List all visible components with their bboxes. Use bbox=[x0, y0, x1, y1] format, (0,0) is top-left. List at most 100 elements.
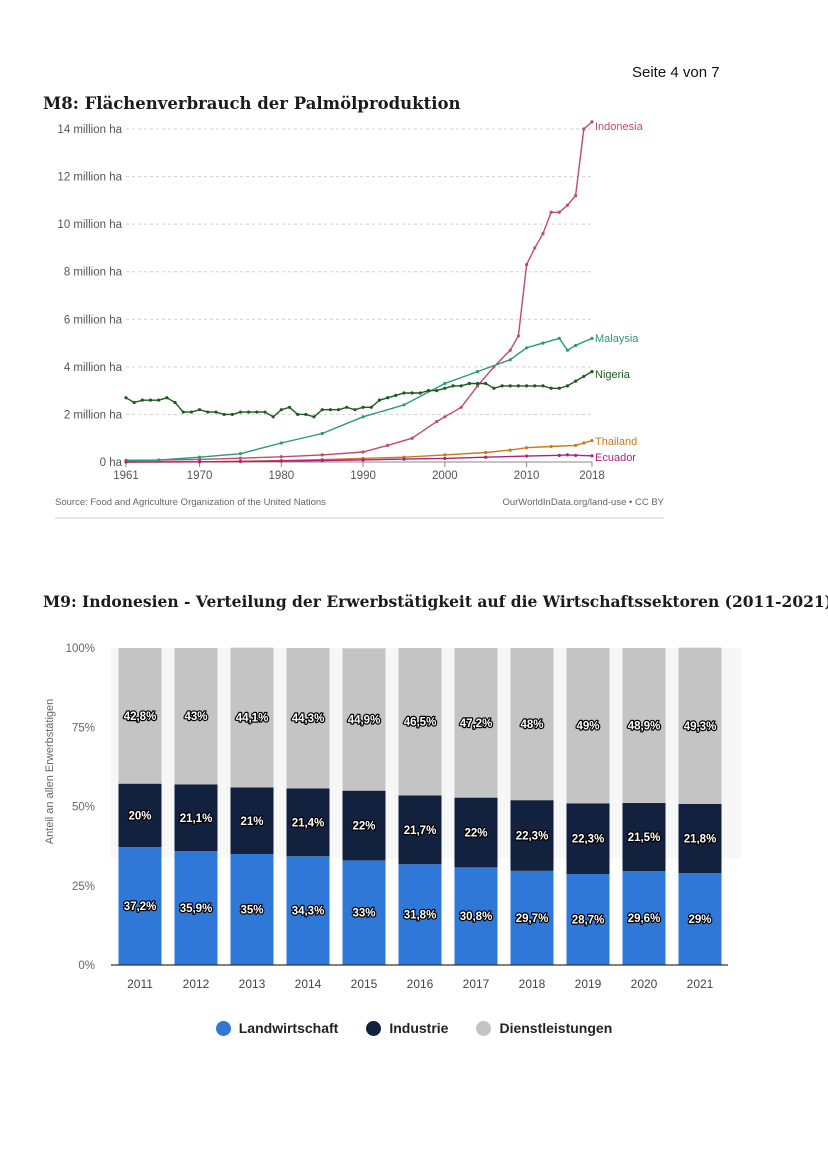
data-point-nigeria bbox=[541, 384, 545, 388]
data-label-landwirtschaft: 30,8% bbox=[460, 911, 493, 923]
legend-swatch-dienstleistungen bbox=[476, 1020, 492, 1036]
data-point-ecuador bbox=[124, 460, 128, 464]
series-label-malaysia: Malaysia bbox=[595, 333, 639, 345]
data-point-nigeria bbox=[353, 408, 357, 412]
x-tick-label: 2017 bbox=[463, 977, 490, 991]
data-label-industrie: 22% bbox=[352, 821, 375, 833]
data-point-nigeria bbox=[492, 386, 496, 390]
legend-item-dienstleistungen: Dienstleistungen bbox=[476, 1020, 612, 1036]
data-point-indonesia bbox=[524, 262, 529, 267]
data-label-landwirtschaft: 35,9% bbox=[180, 903, 213, 915]
data-point-nigeria bbox=[214, 410, 218, 414]
bar-segment-dienstleistungen bbox=[678, 647, 722, 804]
data-label-industrie: 21,5% bbox=[628, 832, 661, 844]
series-line-nigeria bbox=[125, 370, 593, 418]
bar-segment-dienstleistungen bbox=[174, 648, 218, 785]
y-tick-label: 25% bbox=[72, 881, 95, 893]
data-label-industrie: 20% bbox=[128, 810, 151, 822]
data-point-nigeria bbox=[574, 379, 578, 383]
y-axis-label: Anteil an allen Erwerbstätigen bbox=[44, 699, 56, 845]
data-point-malaysia bbox=[541, 341, 545, 345]
bar-segment-landwirtschaft bbox=[510, 870, 554, 965]
data-point-nigeria bbox=[443, 386, 447, 390]
bar-segment-industrie bbox=[230, 787, 274, 855]
data-label-landwirtschaft: 35% bbox=[240, 905, 263, 917]
bar-segment-dienstleistungen bbox=[398, 648, 442, 796]
data-point-malaysia bbox=[238, 452, 243, 456]
y-tick-label: 2 million ha bbox=[64, 409, 123, 421]
data-point-thailand bbox=[484, 450, 488, 455]
data-point-nigeria bbox=[263, 410, 267, 414]
data-label-dienstleistungen: 44,9% bbox=[348, 714, 381, 726]
series-label-nigeria: Nigeria bbox=[595, 369, 631, 381]
data-point-nigeria bbox=[189, 410, 194, 414]
data-point-indonesia bbox=[410, 436, 414, 440]
x-tick-label: 2014 bbox=[295, 977, 322, 991]
data-point-ecuador bbox=[565, 453, 570, 457]
data-point-nigeria bbox=[173, 400, 177, 405]
data-label-industrie: 21,8% bbox=[684, 834, 717, 846]
legend-swatch-industrie bbox=[366, 1020, 382, 1036]
bar-segment-dienstleistungen bbox=[454, 648, 498, 798]
data-point-indonesia bbox=[475, 384, 480, 388]
data-point-nigeria bbox=[157, 398, 161, 402]
bar-segment-dienstleistungen bbox=[118, 648, 162, 784]
data-point-nigeria bbox=[148, 398, 153, 402]
data-point-nigeria bbox=[230, 412, 234, 417]
bar-segment-industrie bbox=[510, 800, 554, 871]
data-label-industrie: 21% bbox=[240, 816, 263, 828]
data-point-nigeria bbox=[336, 408, 341, 412]
data-point-nigeria bbox=[549, 386, 553, 390]
bar-segment-landwirtschaft bbox=[454, 867, 498, 965]
data-point-nigeria bbox=[279, 408, 283, 412]
series-label-ecuador: Ecuador bbox=[595, 452, 636, 464]
y-tick-label: 4 million ha bbox=[64, 362, 123, 374]
data-label-industrie: 21,7% bbox=[404, 825, 437, 837]
data-point-ecuador bbox=[557, 453, 561, 457]
data-point-ecuador bbox=[402, 457, 406, 461]
data-label-dienstleistungen: 48,9% bbox=[628, 721, 661, 733]
bar-segment-dienstleistungen bbox=[342, 648, 386, 791]
legend-label-dienstleistungen: Dienstleistungen bbox=[499, 1020, 613, 1036]
data-point-malaysia bbox=[157, 458, 161, 462]
data-point-indonesia bbox=[238, 456, 243, 460]
bar-segment-landwirtschaft bbox=[342, 860, 386, 965]
x-tick-label: 2016 bbox=[407, 977, 434, 991]
data-point-nigeria bbox=[320, 408, 324, 412]
source-note: Source: Food and Agriculture Organizatio… bbox=[55, 497, 326, 508]
data-point-indonesia bbox=[361, 450, 365, 454]
bar-segment-landwirtschaft bbox=[174, 851, 218, 965]
x-tick-label: 2012 bbox=[183, 977, 210, 991]
x-tick-label: 2019 bbox=[575, 977, 602, 991]
bar-segment-industrie bbox=[678, 803, 722, 874]
data-point-nigeria bbox=[377, 398, 382, 402]
data-point-nigeria bbox=[524, 384, 529, 388]
data-point-malaysia bbox=[508, 358, 512, 362]
data-point-indonesia bbox=[516, 334, 521, 338]
y-tick-label: 10 million ha bbox=[57, 219, 122, 231]
data-point-malaysia bbox=[574, 343, 578, 348]
bar-segment-industrie bbox=[174, 784, 218, 852]
data-label-dienstleistungen: 43% bbox=[184, 711, 207, 723]
y-tick-label: 50% bbox=[72, 802, 95, 814]
data-point-nigeria bbox=[369, 405, 373, 409]
data-label-landwirtschaft: 29% bbox=[688, 914, 711, 926]
data-point-ecuador bbox=[197, 460, 202, 464]
m9-legend: Landwirtschaft Industrie Dienstleistunge… bbox=[0, 1020, 828, 1036]
data-point-indonesia bbox=[565, 203, 570, 207]
data-label-dienstleistungen: 47,2% bbox=[460, 718, 493, 730]
data-point-malaysia bbox=[443, 381, 447, 386]
data-point-nigeria bbox=[287, 405, 292, 409]
data-point-indonesia bbox=[582, 127, 586, 131]
data-point-nigeria bbox=[222, 412, 226, 417]
x-tick-label: 2000 bbox=[432, 470, 458, 482]
data-point-indonesia bbox=[533, 246, 537, 250]
data-point-nigeria bbox=[565, 384, 570, 388]
data-point-malaysia bbox=[524, 346, 529, 350]
data-point-ecuador bbox=[443, 456, 447, 461]
data-point-indonesia bbox=[574, 194, 578, 198]
data-point-nigeria bbox=[271, 415, 275, 419]
data-point-nigeria bbox=[590, 370, 594, 374]
data-point-nigeria bbox=[124, 396, 128, 400]
bar-segment-industrie bbox=[454, 797, 498, 868]
